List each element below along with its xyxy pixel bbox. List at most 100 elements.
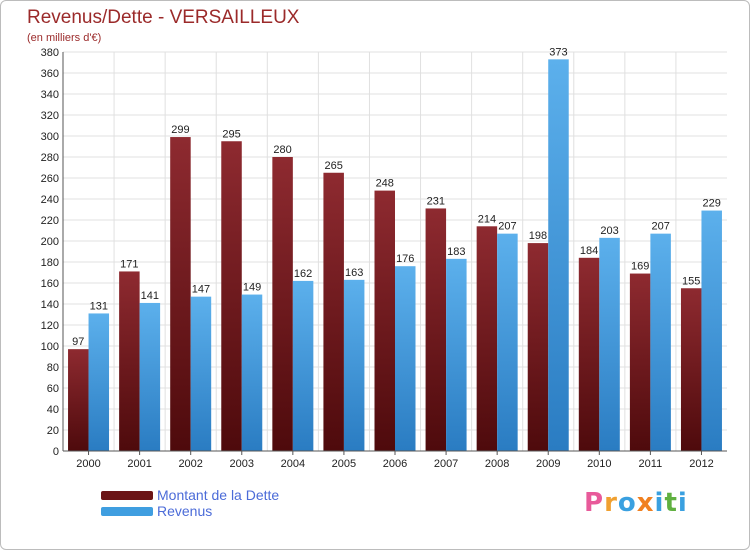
x-tick-label: 2009 [536, 458, 560, 470]
y-tick-label: 340 [41, 89, 59, 101]
bar-revenus [446, 258, 467, 451]
bar-debt [629, 273, 651, 451]
x-tick-label: 2001 [127, 458, 151, 470]
value-label-revenus: 229 [703, 198, 721, 210]
bar-debt [680, 288, 702, 451]
bars-layer [68, 59, 722, 452]
bar-debt [374, 190, 395, 451]
bar-revenus [599, 237, 620, 451]
y-tick-label: 80 [47, 362, 59, 374]
value-label-debt: 231 [427, 195, 445, 207]
value-label-revenus: 147 [192, 284, 210, 296]
y-tick-label: 40 [47, 404, 59, 416]
bar-debt [476, 226, 498, 451]
bar-revenus [395, 266, 416, 451]
bar-revenus [190, 296, 212, 451]
y-tick-label: 20 [47, 425, 59, 437]
value-label-debt: 171 [120, 258, 138, 270]
y-tick-label: 100 [41, 341, 59, 353]
value-label-revenus: 207 [498, 221, 516, 233]
y-tick-label: 300 [41, 131, 59, 143]
legend-label-debt: Montant de la Dette [157, 487, 280, 503]
value-label-revenus: 131 [90, 300, 108, 312]
bar-debt [221, 141, 242, 451]
x-tick-label: 2012 [689, 458, 713, 470]
value-label-debt: 295 [222, 128, 240, 140]
logo-letter: o [617, 488, 637, 518]
x-tick-label: 2005 [332, 458, 356, 470]
bar-revenus [650, 233, 671, 451]
bar-revenus [701, 210, 722, 451]
bar-revenus [548, 59, 569, 451]
axes-layer: 0 20 40 60 80 100 120 140 160 180 200 220 240 260 280 3… [41, 46, 727, 470]
value-label-debt: 184 [580, 245, 598, 257]
chart-subtitle: (en milliers d'€) [27, 32, 101, 44]
y-tick-label: 200 [41, 236, 59, 248]
y-tick-label: 240 [41, 194, 59, 206]
value-label-revenus: 207 [651, 221, 669, 233]
x-tick-label: 2008 [485, 458, 509, 470]
bar-debt [323, 172, 344, 451]
legend: Montant de la Dette Revenus [101, 487, 279, 519]
legend-item-debt: Montant de la Dette [101, 487, 279, 503]
value-label-debt: 299 [171, 124, 189, 136]
value-label-debt: 169 [631, 261, 649, 273]
value-label-revenus: 149 [243, 282, 261, 294]
x-tick-label: 2006 [383, 458, 407, 470]
y-tick-label: 260 [41, 173, 59, 185]
y-tick-label: 160 [41, 278, 59, 290]
x-tick-label: 2011 [639, 458, 663, 470]
value-label-debt: 97 [72, 336, 84, 348]
legend-label-revenus: Revenus [157, 503, 213, 519]
x-tick-label: 2003 [230, 458, 254, 470]
bar-revenus [241, 294, 263, 451]
y-tick-label: 220 [41, 215, 59, 227]
x-tick-label: 2007 [434, 458, 458, 470]
logo-letter: r [604, 488, 618, 518]
value-label-revenus: 141 [141, 290, 159, 302]
value-label-revenus: 162 [294, 268, 312, 280]
y-tick-label: 320 [41, 110, 59, 122]
value-label-debt: 265 [324, 160, 342, 172]
chart-title: Revenus/Dette - VERSAILLEUX [27, 7, 300, 28]
logo-letter: t [664, 488, 678, 518]
y-tick-label: 180 [41, 257, 59, 269]
y-tick-label: 60 [47, 383, 59, 395]
bar-debt [272, 157, 293, 451]
x-tick-label: 2004 [281, 458, 305, 470]
logo-letter: i [654, 488, 665, 518]
y-tick-label: 120 [41, 320, 59, 332]
bar-debt [527, 243, 549, 451]
x-tick-label: 2000 [76, 458, 100, 470]
x-tick-label: 2010 [587, 458, 611, 470]
bar-revenus [343, 279, 365, 451]
bar-debt [68, 349, 89, 451]
value-label-debt: 198 [529, 230, 547, 242]
bar-revenus [292, 280, 314, 451]
value-label-revenus: 183 [447, 246, 465, 258]
proxiti-logo: Proxiti [584, 488, 688, 518]
value-label-debt: 248 [376, 178, 394, 190]
x-tick-label: 2002 [178, 458, 202, 470]
legend-item-revenus: Revenus [101, 503, 279, 519]
logo-letter: i [677, 488, 688, 518]
legend-swatch-debt [101, 490, 153, 500]
logo-letter: x [636, 488, 655, 518]
y-tick-label: 140 [41, 299, 59, 311]
value-label-revenus: 203 [600, 225, 618, 237]
value-label-revenus: 373 [549, 46, 567, 58]
bar-revenus [497, 233, 518, 451]
bar-revenus [139, 302, 161, 451]
logo-letter: P [584, 488, 605, 518]
value-label-revenus: 163 [345, 267, 363, 279]
bar-debt [119, 271, 140, 451]
value-label-debt: 214 [478, 213, 496, 225]
y-tick-label: 360 [41, 68, 59, 80]
value-label-debt: 280 [273, 144, 291, 156]
y-tick-label: 0 [53, 446, 59, 458]
bar-debt [578, 257, 600, 451]
bar-debt [170, 137, 191, 452]
bar-revenus [88, 313, 110, 451]
